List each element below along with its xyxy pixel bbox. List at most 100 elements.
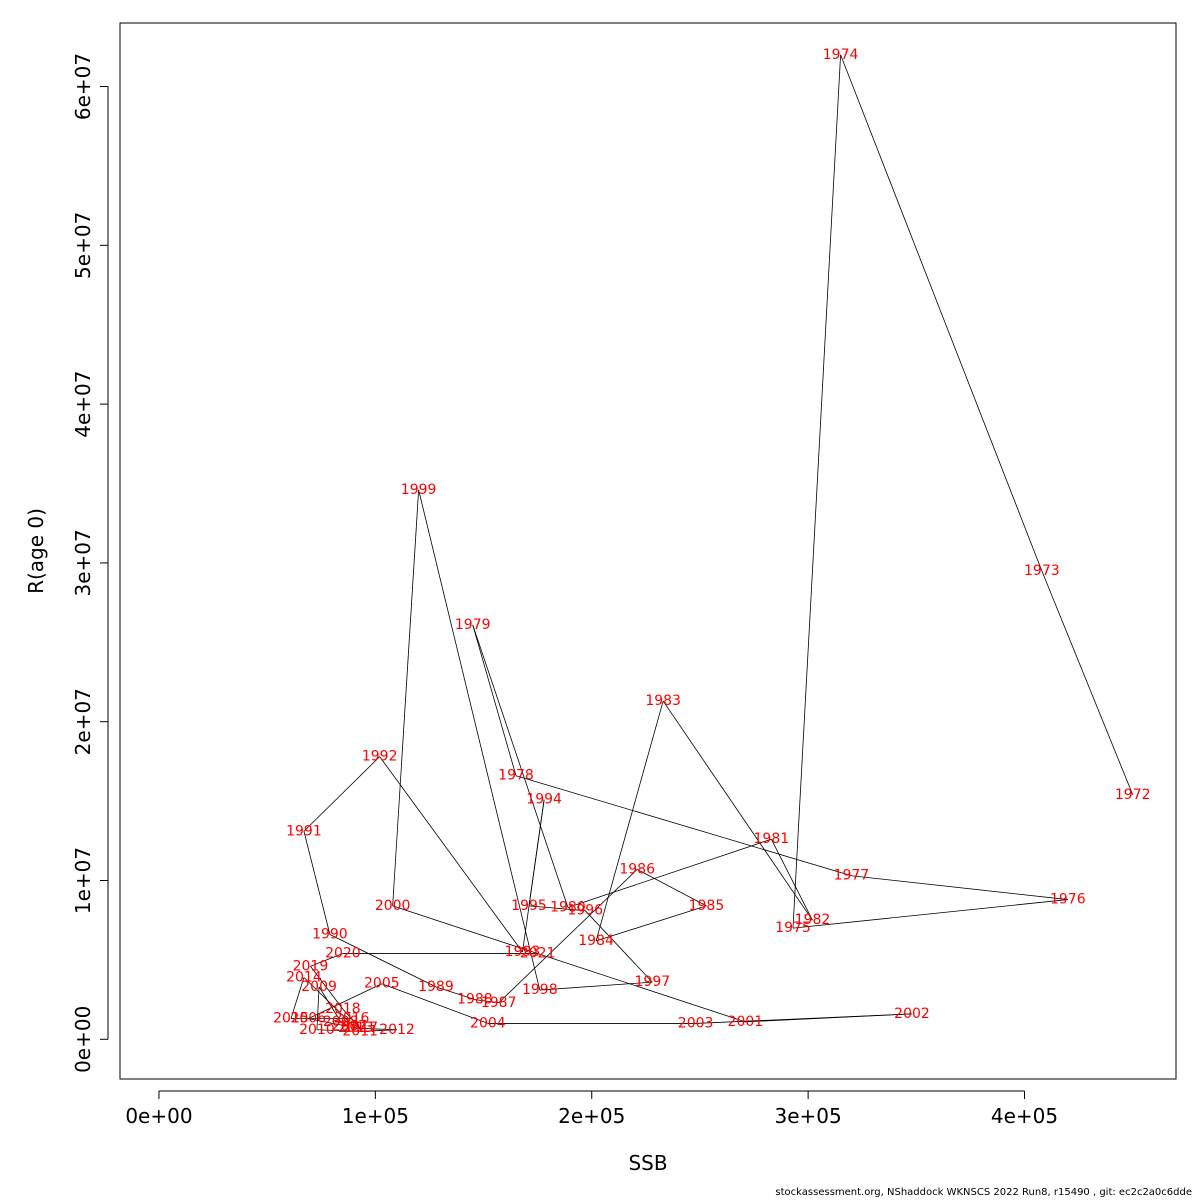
point-label-1992: 1992 [362,749,398,765]
point-label-1995: 1995 [511,898,547,914]
point-label-2007: 2007 [332,1019,368,1035]
point-label-1996: 1996 [567,903,603,919]
point-label-1989: 1989 [418,979,454,995]
point-label-1984: 1984 [578,933,614,949]
series-segment [539,981,653,991]
point-label-1990: 1990 [312,926,348,942]
series-segment [340,1021,350,1027]
series-segment [695,1013,913,1024]
point-label-2010: 2010 [299,1022,335,1038]
point-label-2013: 2013 [338,1020,374,1036]
point-label-2019: 2019 [293,958,329,974]
series-segment [303,831,331,935]
point-label-1988: 1988 [457,992,493,1008]
y-axis-title: R(age 0) [24,508,48,594]
point-label-2020: 2020 [325,946,361,962]
series-segment [595,700,664,941]
series-segment [318,986,342,1023]
series-segment [770,839,813,921]
point-label-1993: 1993 [505,944,541,960]
series-segment [584,910,653,983]
point-label-1998: 1998 [522,982,558,998]
series-segment [851,875,1068,900]
x-axis-title: SSB [628,1151,667,1175]
point-label-2014: 2014 [286,969,322,985]
plot-frame [119,22,1177,1080]
series-segment [840,54,1043,571]
series-segment [381,983,489,1024]
series-segment [472,624,517,776]
series-segment [498,869,638,1004]
series-segment [792,899,1068,929]
series-segment [290,977,305,1019]
point-label-2018: 2018 [325,1001,361,1017]
point-label-1982: 1982 [795,912,831,928]
point-label-1973: 1973 [1024,563,1060,579]
series-segment [316,1029,361,1032]
point-label-2001: 2001 [728,1014,764,1030]
point-label-1976: 1976 [1050,892,1086,908]
point-label-1972: 1972 [1115,787,1151,803]
y-tick-label: 3e+07 [71,529,95,596]
y-tick-label: 4e+07 [71,370,95,437]
x-tick-label: 4e+05 [991,1104,1058,1128]
point-label-2009: 2009 [301,979,337,995]
series-segment [515,775,852,877]
x-tick-label: 2e+05 [558,1104,625,1128]
x-tick-label: 3e+05 [775,1104,842,1128]
point-label-1980: 1980 [550,899,586,915]
point-label-2006: 2006 [290,1011,326,1027]
point-label-1983: 1983 [645,693,681,709]
point-label-1975: 1975 [775,920,811,936]
point-label-2005: 2005 [364,976,400,992]
point-label-1987: 1987 [481,995,517,1011]
point-label-1974: 1974 [823,47,859,63]
y-tick-label: 1e+07 [71,847,95,914]
series-segment [379,756,523,953]
point-label-2004: 2004 [470,1015,506,1031]
point-label-2012: 2012 [379,1022,415,1038]
point-label-2008: 2008 [323,1014,359,1030]
series-segment [392,905,746,1023]
x-tick-label: 0e+00 [125,1104,192,1128]
series-segment [392,489,420,906]
series-segment [662,700,813,921]
x-axis: 0e+00 1e+05 2e+05 3e+05 4e+05 [125,1090,1058,1128]
point-label-2017: 2017 [342,1020,378,1036]
series-segment [595,905,707,942]
point-label-2021: 2021 [520,946,556,962]
point-label-1979: 1979 [455,617,491,633]
series-segment [308,1018,350,1027]
point-label-2015: 2015 [273,1011,309,1027]
y-tick-label: 6e+07 [71,53,95,120]
point-label-1999: 1999 [401,482,437,498]
point-label-1977: 1977 [834,868,870,884]
point-label-1997: 1997 [635,974,671,990]
series-segment [303,977,357,1029]
series-segment [303,756,380,832]
y-tick-label: 2e+07 [71,688,95,755]
y-tick-label: 5e+07 [71,212,95,279]
series-segment [418,489,541,991]
point-label-2016: 2016 [334,1011,370,1027]
series-segment [792,54,841,929]
series-path-group [290,54,1134,1032]
footer-credit: stockassessment.org, NShaddock WKNSCS 20… [775,1187,1192,1198]
series-segment [342,1008,361,1029]
series-segment [1041,570,1134,795]
point-label-2011: 2011 [342,1023,378,1039]
series-segment [316,986,320,1030]
series-segment [310,953,344,967]
point-label-1994: 1994 [526,792,562,808]
series-segment [528,799,545,906]
point-label-1991: 1991 [286,823,322,839]
series-segment [360,1029,398,1032]
point-label-1978: 1978 [498,768,534,784]
series-segment [474,999,499,1004]
point-labels-group: 1972 1973 1974 1975 1976 1977 1978 1979 1980 1981… [273,47,1150,1040]
point-label-1981: 1981 [754,831,790,847]
series-segment [355,1027,397,1031]
point-label-1985: 1985 [689,898,725,914]
point-label-1986: 1986 [619,861,655,877]
